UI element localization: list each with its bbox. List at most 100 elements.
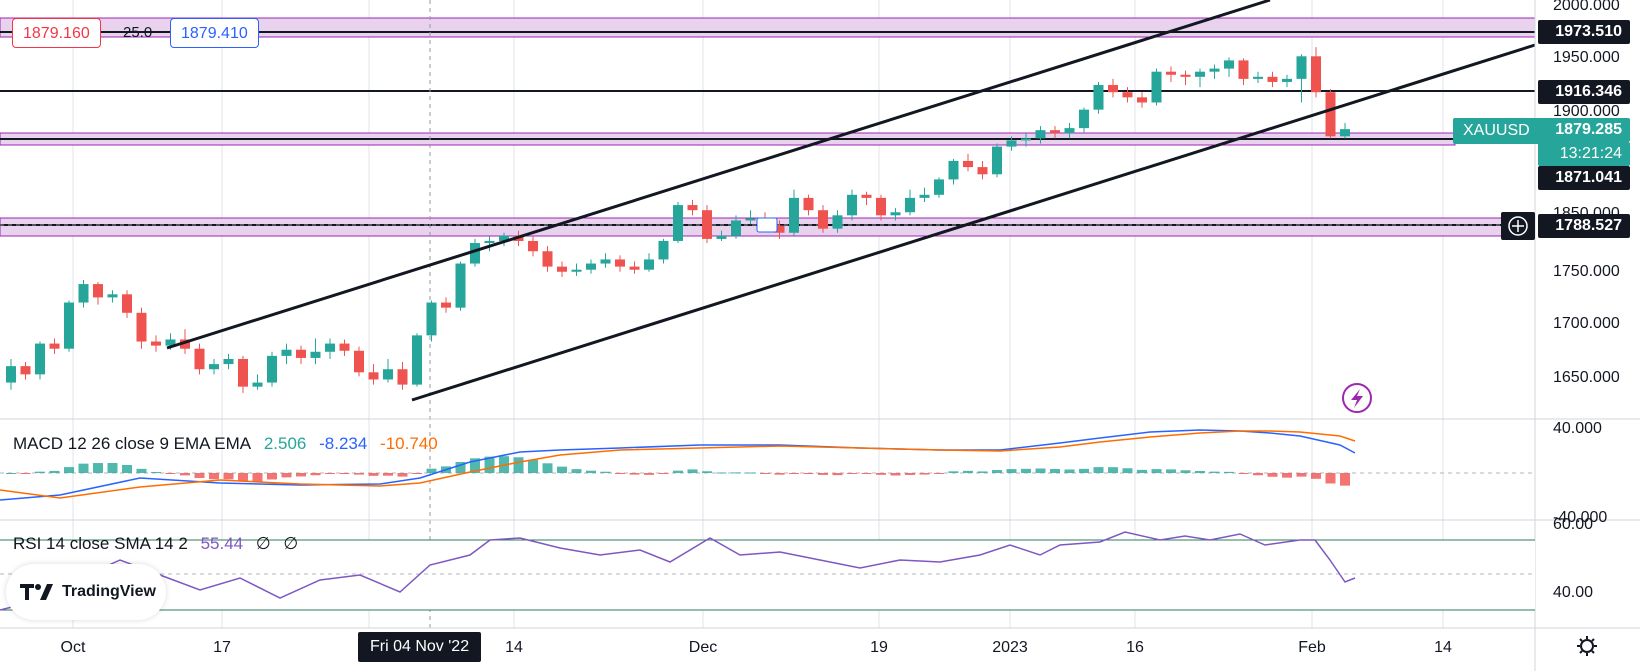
candle-body [470,243,480,264]
candle-body [1224,60,1234,69]
macd-legend[interactable]: MACD 12 26 close 9 EMA EMA 2.506 -8.234 … [13,434,446,454]
candle-body [1137,97,1147,103]
symbol-tag: XAUUSD [1453,118,1540,144]
candle-body [557,266,567,272]
macd-bar [1093,467,1104,473]
buy-price-button[interactable]: 1879.410 [170,18,259,48]
candle-body [571,269,582,272]
candle-body [194,348,205,370]
candle-body [1296,56,1307,79]
macd-bar [238,473,248,482]
lightning-icon[interactable] [1342,383,1372,413]
macd-bar [1006,469,1017,473]
candle-body [223,358,234,365]
macd-signal-line [0,430,1356,499]
channel-upper-line[interactable] [166,0,1271,350]
macd-bar [1050,469,1060,473]
candle-body [209,364,219,370]
macd-bar [818,473,828,475]
macd-bar [890,473,901,476]
time-tick: 2023 [992,639,1028,656]
candle-body [93,284,103,298]
candle-body [1006,140,1017,147]
macd-bar [789,473,799,474]
macd-bar [20,473,31,474]
macd-bar [252,473,263,482]
candle-body [600,259,611,264]
candle-body [1282,78,1292,82]
macd-bar [78,463,89,473]
candle-body [1238,60,1249,79]
macd-bar [992,470,1002,473]
rsi-tick: 40.00 [1553,584,1593,601]
candle-body [644,259,654,270]
countdown-label: 13:21:24 [1538,142,1630,166]
candle-body [426,302,437,336]
price-tick: 1650.000 [1553,369,1620,386]
candle-body [1253,76,1263,79]
macd-bar [528,459,538,473]
macd-bar [557,466,567,473]
plus-circle-icon[interactable] [1501,212,1535,240]
macd-bar [876,473,886,475]
macd-bar [1035,468,1046,473]
candle-body [180,339,190,349]
tradingview-logo[interactable]: TradingView [6,564,166,620]
macd-bar [136,468,147,473]
macd-hist-value: 2.506 [263,434,307,453]
level-label-1788: 1788.527 [1538,214,1630,238]
macd-value: -8.234 [319,434,368,453]
candle-body [397,369,408,385]
candle-body [905,197,915,213]
macd-bar [49,470,60,473]
macd-bar [310,473,321,476]
macd-bar [571,469,582,473]
candle-body [832,215,843,229]
candle-body [876,197,886,216]
candle-body [267,355,277,383]
candle-body [948,160,959,180]
candle-body [615,259,625,267]
macd-bar [1340,473,1350,486]
macd-bar [934,473,944,474]
candle-body [383,369,393,380]
time-tick: Oct [61,639,86,656]
candle-body [1050,130,1060,134]
macd-bar [165,473,176,474]
sell-price-button[interactable]: 1879.160 [12,18,101,48]
time-tick: 16 [1126,639,1144,656]
candle-body [499,235,509,241]
candle-body [20,366,31,375]
macd-bar [615,473,625,474]
candle-body [64,302,74,349]
candle-body [35,343,45,375]
macd-bar [1267,473,1278,477]
macd-bar [832,473,843,476]
rsi-legend[interactable]: RSI 14 close SMA 14 2 55.44 ∅ ∅ [13,534,306,554]
candle-body [238,358,248,387]
channel-lower-line[interactable] [411,43,1536,402]
candle-body [441,302,451,308]
macd-bar [339,473,350,474]
candle-body [1122,92,1133,98]
macd-bar [542,463,553,473]
macd-bar [919,473,930,475]
spread-label: 25.0 [123,24,153,41]
current-price-label: 1879.285 [1538,118,1630,142]
macd-bar [1021,468,1031,473]
candle-body [1151,71,1162,103]
macd-tick: -40.000 [1553,509,1607,526]
candle-body [354,350,364,373]
time-tick: Feb [1298,639,1326,656]
candle-body [716,235,727,239]
time-tick: 19 [870,639,888,656]
candle-body [1166,71,1176,75]
macd-bar [1108,467,1118,473]
gear-icon[interactable] [1577,636,1597,656]
macd-bar [325,473,335,474]
macd-bar [354,473,364,475]
candle-body [818,210,828,229]
macd-bar [658,473,669,474]
candle-body [745,218,756,221]
